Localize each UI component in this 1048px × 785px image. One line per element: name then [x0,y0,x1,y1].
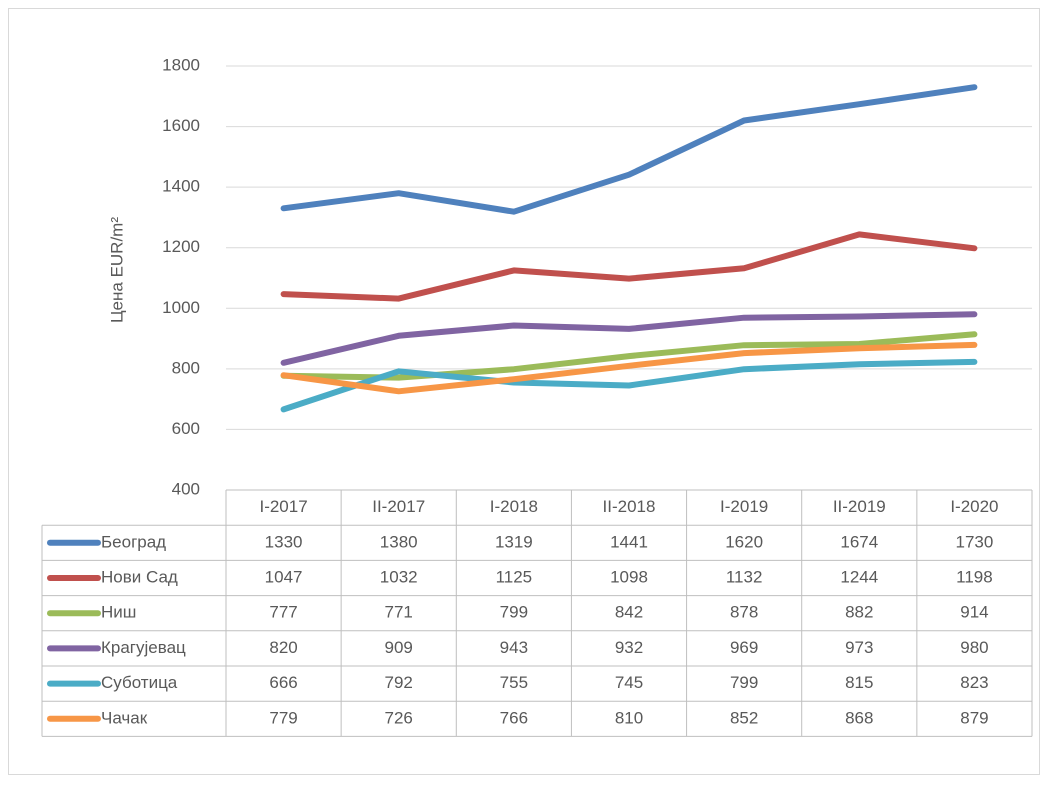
table-value: 980 [960,638,988,657]
table-value: 1620 [725,532,763,551]
data-line [280,311,978,366]
x-tick-label: II-2017 [372,497,425,516]
x-tick-label: II-2019 [833,497,886,516]
x-tick-label: I-2018 [490,497,538,516]
table-value: 1125 [496,567,533,586]
table-value: 792 [385,673,413,692]
table-value: 1674 [840,532,878,551]
table-value: 1098 [610,567,648,586]
table-value: 799 [500,603,528,622]
table-value: 1047 [265,567,303,586]
table-value: 914 [960,603,988,622]
table-value: 879 [960,708,988,727]
table-value: 1244 [840,567,878,586]
table-value: 777 [269,603,297,622]
table-value: 1730 [956,532,994,551]
legend-label: Чачак [101,708,148,727]
table-value: 969 [730,638,758,657]
x-tick-label: I-2020 [950,497,998,516]
legend-label: Београд [101,532,166,551]
y-tick-label: 1400 [162,177,200,196]
y-tick-label: 1600 [162,116,200,135]
table-value: 815 [845,673,873,692]
table-value: 820 [269,638,297,657]
table-value: 823 [960,673,988,692]
table-value: 882 [845,603,873,622]
data-line [280,331,978,381]
table-value: 755 [500,673,528,692]
table-value: 868 [845,708,873,727]
table-value: 771 [385,603,413,622]
legend-label: Суботица [101,673,178,692]
legend-label: Нови Сад [101,567,178,586]
x-tick-label: I-2017 [259,497,307,516]
data-line [280,341,978,395]
table-value: 1132 [726,567,763,586]
table-value: 799 [730,673,758,692]
table-value: 1198 [956,567,993,586]
table-value: 909 [385,638,413,657]
y-tick-label: 400 [172,479,200,498]
x-tick-label: II-2018 [603,497,656,516]
table-value: 810 [615,708,643,727]
data-line [280,84,978,215]
y-tick-label: 1000 [162,298,200,317]
table-value: 1330 [265,532,303,551]
table-value: 842 [615,603,643,622]
data-line [280,231,978,302]
x-tick-label: I-2019 [720,497,768,516]
table-value: 745 [615,673,643,692]
table-value: 852 [730,708,758,727]
legend-label: Ниш [101,603,136,622]
table-value: 726 [385,708,413,727]
table-value: 973 [845,638,873,657]
table-value: 1319 [495,532,533,551]
table-value: 1380 [380,532,418,551]
y-tick-label: 1200 [162,237,200,256]
table-value: 1032 [380,567,418,586]
legend-label: Крагујевац [101,638,186,657]
y-axis-label: Цена EUR/m² [107,217,126,323]
table-value: 1441 [610,532,648,551]
table-value: 878 [730,603,758,622]
chart-border [8,8,1040,775]
table-value: 932 [615,638,643,657]
data-line [280,358,978,413]
y-tick-label: 1800 [162,55,200,74]
table-value: 943 [500,638,528,657]
table-value: 766 [500,708,528,727]
table-value: 666 [269,673,297,692]
y-tick-label: 800 [172,358,200,377]
y-tick-label: 600 [172,419,200,438]
table-value: 779 [269,708,297,727]
